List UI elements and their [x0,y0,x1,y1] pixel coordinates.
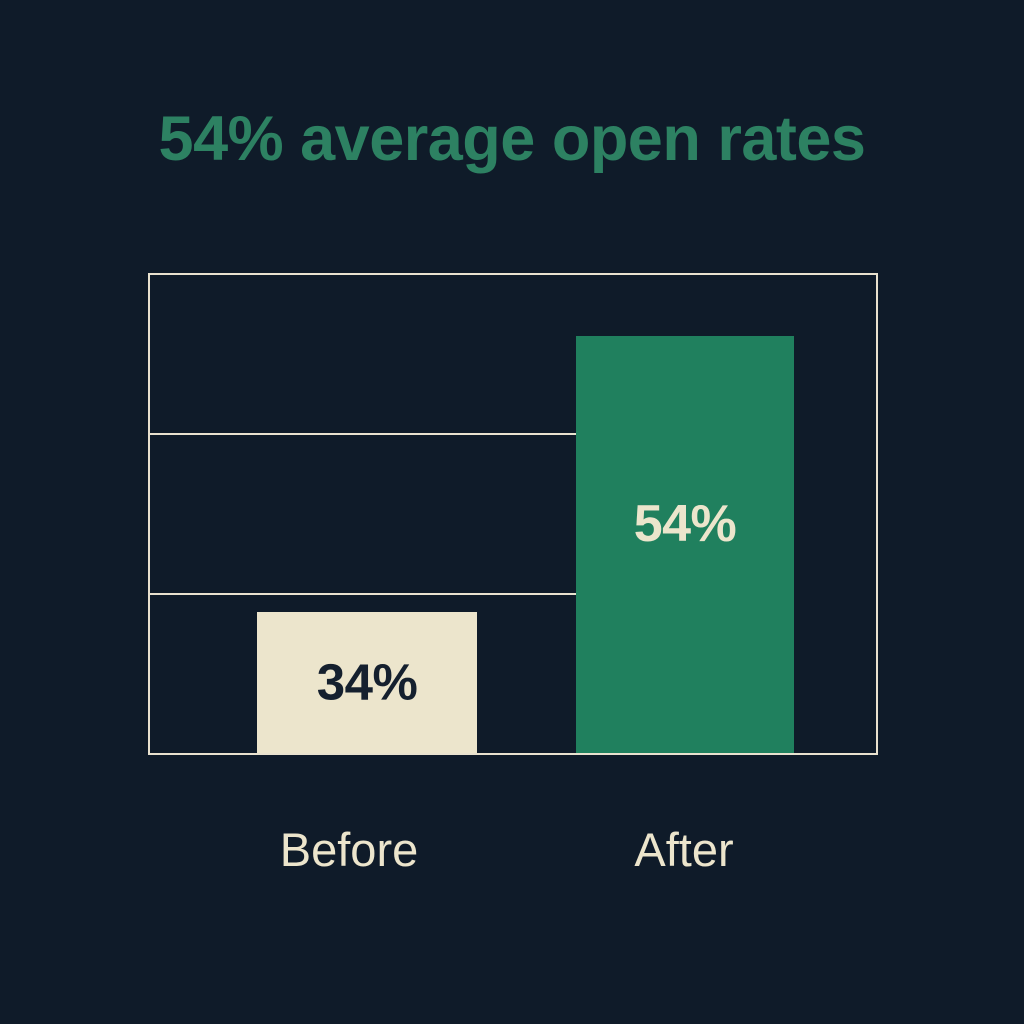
bar-before-value-label: 34% [316,653,418,711]
chart-plot-area: 34% 54% [150,275,876,753]
bar-before: 34% [257,612,477,753]
gridline [150,593,580,595]
gridline [150,433,580,435]
axis-label-after: After [634,823,734,876]
bar-after-value-label: 54% [633,495,737,553]
chart-frame: 34% 54% [148,273,878,755]
page-title: 54% average open rates [158,104,866,174]
bar-after: 54% [576,336,794,753]
axis-label-before: Before [279,823,419,876]
